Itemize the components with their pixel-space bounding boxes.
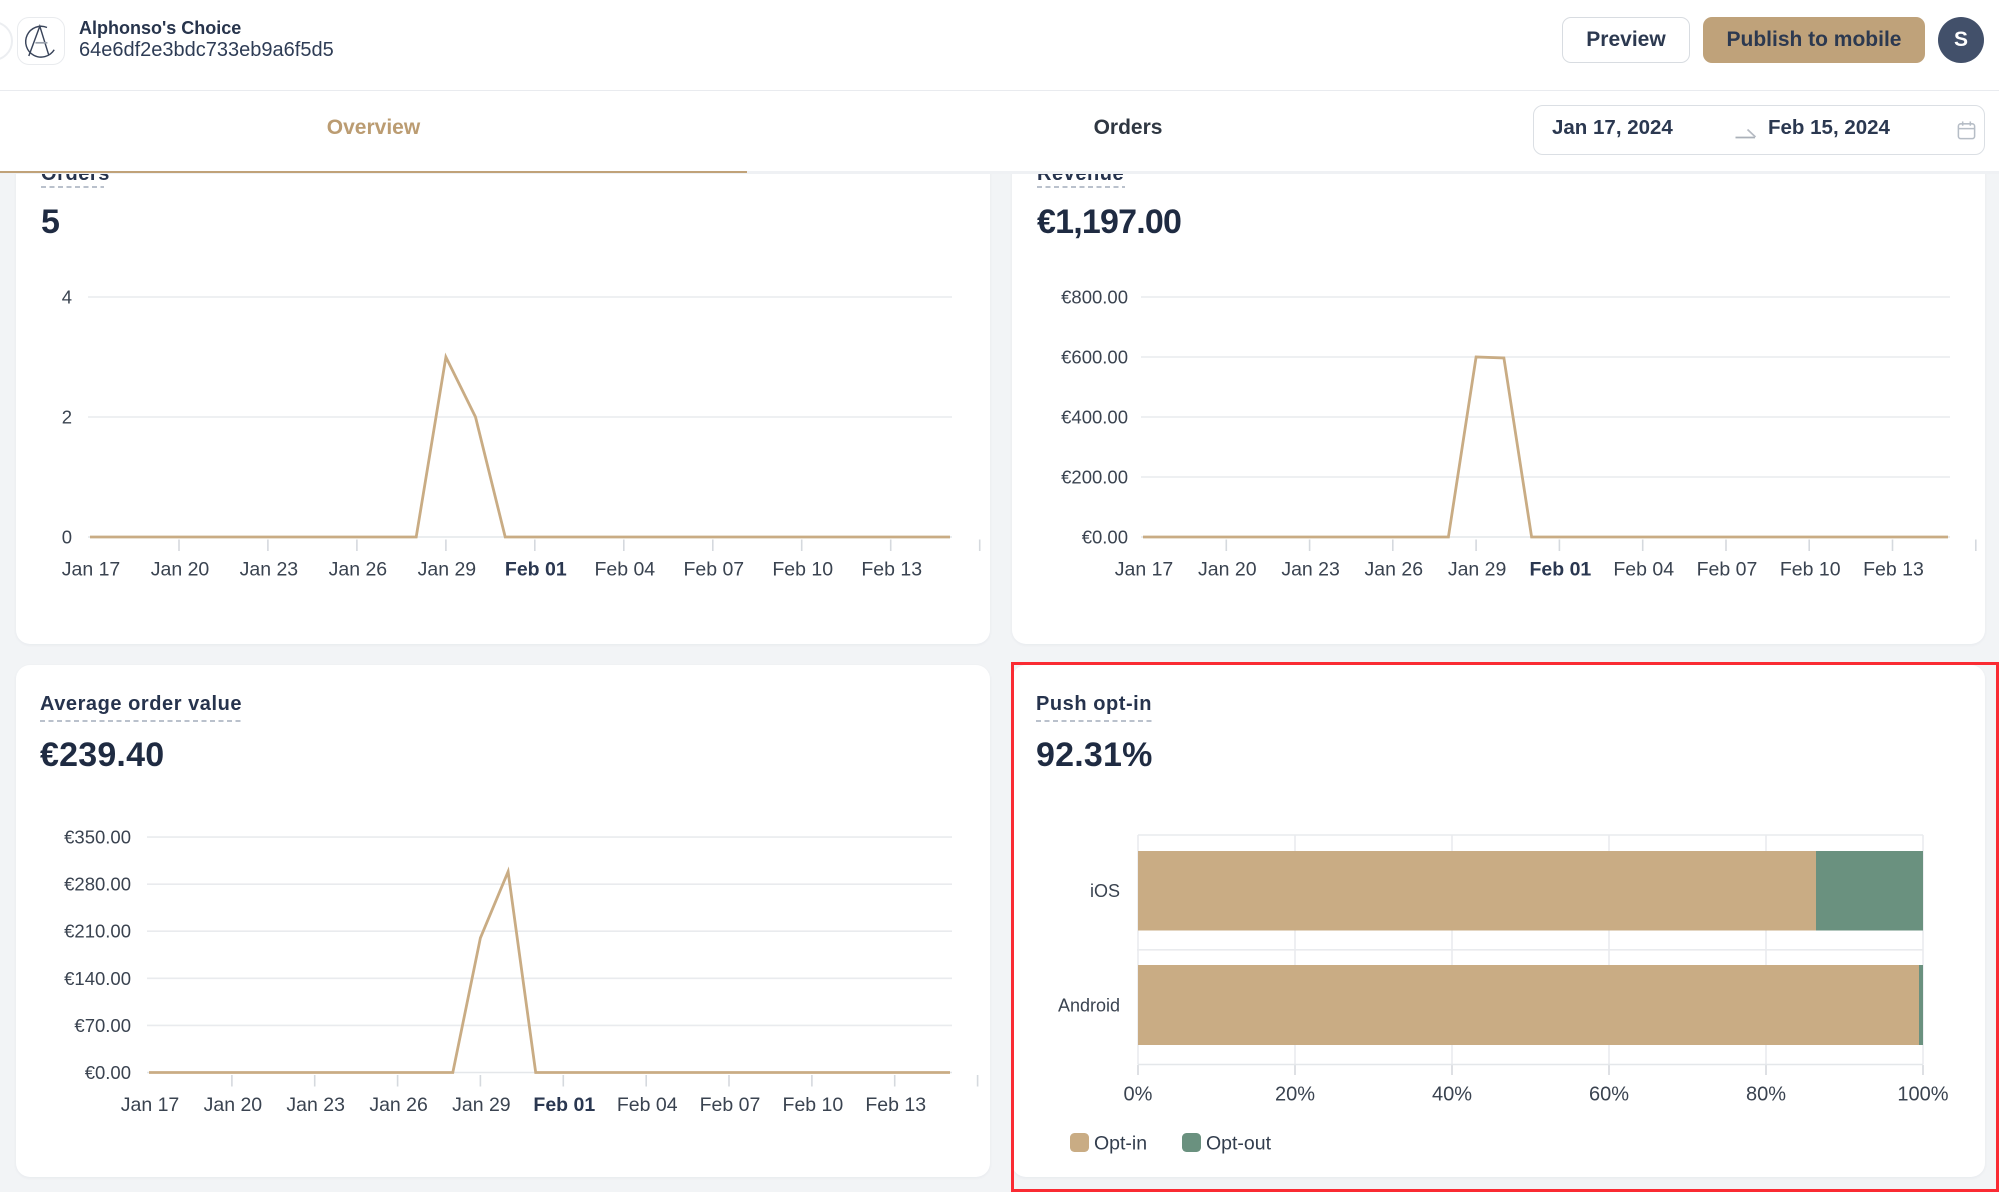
- svg-text:2: 2: [62, 407, 72, 428]
- svg-text:80%: 80%: [1746, 1084, 1786, 1106]
- svg-text:Feb 07: Feb 07: [700, 1094, 761, 1116]
- svg-text:€210.00: €210.00: [64, 921, 131, 942]
- svg-text:Feb 10: Feb 10: [1780, 559, 1841, 581]
- svg-text:Jan 20: Jan 20: [1198, 559, 1257, 581]
- svg-text:€70.00: €70.00: [74, 1015, 131, 1036]
- svg-text:€400.00: €400.00: [1061, 407, 1128, 428]
- svg-text:Jan 17: Jan 17: [121, 1094, 180, 1116]
- svg-text:Jan 20: Jan 20: [151, 559, 210, 581]
- svg-text:iOS: iOS: [1090, 881, 1120, 901]
- svg-text:Jan 17: Jan 17: [62, 559, 121, 581]
- svg-text:Jan 26: Jan 26: [1365, 559, 1424, 581]
- svg-text:€350.00: €350.00: [64, 827, 131, 848]
- svg-text:4: 4: [62, 287, 72, 308]
- svg-text:0: 0: [62, 527, 72, 548]
- svg-text:Jan 29: Jan 29: [1448, 559, 1507, 581]
- svg-text:€280.00: €280.00: [64, 874, 131, 895]
- svg-text:Jan 26: Jan 26: [329, 559, 388, 581]
- svg-text:100%: 100%: [1897, 1084, 1948, 1106]
- svg-text:Opt-out: Opt-out: [1206, 1133, 1272, 1155]
- svg-text:Jan 29: Jan 29: [452, 1094, 511, 1116]
- svg-text:Feb 04: Feb 04: [594, 559, 655, 581]
- svg-text:Jan 23: Jan 23: [286, 1094, 345, 1116]
- svg-text:Feb 10: Feb 10: [783, 1094, 844, 1116]
- svg-text:Feb 13: Feb 13: [861, 559, 922, 581]
- svg-text:Jan 26: Jan 26: [369, 1094, 428, 1116]
- svg-text:Opt-in: Opt-in: [1094, 1133, 1147, 1155]
- svg-text:Feb 07: Feb 07: [1697, 559, 1758, 581]
- svg-text:Jan 20: Jan 20: [204, 1094, 263, 1116]
- svg-text:Feb 13: Feb 13: [865, 1094, 926, 1116]
- svg-text:€800.00: €800.00: [1061, 287, 1128, 308]
- svg-text:Jan 23: Jan 23: [240, 559, 299, 581]
- svg-text:Feb 01: Feb 01: [1530, 559, 1592, 581]
- svg-text:€0.00: €0.00: [1082, 527, 1128, 548]
- svg-text:Feb 04: Feb 04: [1613, 559, 1674, 581]
- svg-text:€0.00: €0.00: [85, 1062, 131, 1083]
- svg-text:Jan 23: Jan 23: [1281, 559, 1340, 581]
- svg-text:Jan 29: Jan 29: [418, 559, 477, 581]
- svg-text:40%: 40%: [1432, 1084, 1472, 1106]
- svg-text:Feb 07: Feb 07: [683, 559, 744, 581]
- svg-text:20%: 20%: [1275, 1084, 1315, 1106]
- svg-text:60%: 60%: [1589, 1084, 1629, 1106]
- svg-text:Jan 17: Jan 17: [1115, 559, 1174, 581]
- svg-text:Feb 10: Feb 10: [772, 559, 833, 581]
- svg-text:Feb 01: Feb 01: [505, 559, 567, 581]
- svg-text:€200.00: €200.00: [1061, 467, 1128, 488]
- svg-text:Feb 01: Feb 01: [533, 1094, 595, 1116]
- svg-text:Feb 13: Feb 13: [1863, 559, 1924, 581]
- svg-text:€600.00: €600.00: [1061, 347, 1128, 368]
- svg-text:Android: Android: [1058, 996, 1120, 1016]
- svg-text:€140.00: €140.00: [64, 968, 131, 989]
- svg-text:0%: 0%: [1124, 1084, 1153, 1106]
- svg-text:Feb 04: Feb 04: [617, 1094, 678, 1116]
